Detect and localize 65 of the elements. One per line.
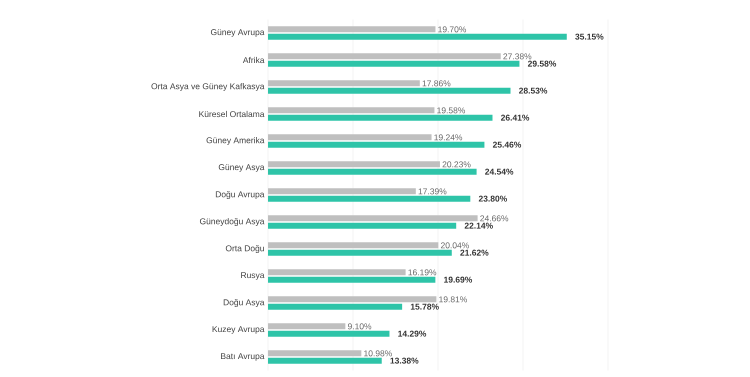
data-label: 19.69% (444, 276, 472, 282)
y-tick-label: Afrika (242, 56, 264, 63)
data-label: 19.81% (439, 296, 468, 302)
data-label: 19.24% (434, 134, 462, 140)
data-label: 29.58% (528, 60, 556, 66)
bar (268, 196, 470, 202)
bar (268, 269, 406, 276)
bar (268, 350, 362, 356)
data-label: 16.19% (408, 269, 436, 276)
data-label: 24.66% (480, 215, 508, 222)
bar (268, 330, 390, 337)
data-label: 17.86% (422, 80, 450, 86)
y-tick-label: Güney Avrupa (210, 29, 264, 37)
bar (268, 304, 402, 310)
y-tick-label: Kuzey Avrupa (212, 326, 264, 334)
y-tick-label: Orta Asya ve Güney Kafkasya (151, 82, 264, 91)
data-label: 20.04% (440, 242, 469, 248)
data-label: 26.41% (500, 114, 530, 120)
y-tick-label: Rusya (241, 272, 264, 280)
bar (268, 296, 436, 302)
bar (268, 323, 346, 330)
bar (268, 276, 436, 283)
data-label: 22.14% (464, 222, 493, 228)
data-label: 27.38% (503, 53, 532, 60)
y-tick-label: Güneydoğu Asya (200, 218, 264, 226)
y-tick-label: Orta Doğu (226, 244, 264, 253)
bar (268, 107, 434, 114)
bar (268, 188, 416, 194)
bar (268, 358, 382, 364)
bar (268, 161, 440, 168)
bar (268, 242, 438, 248)
y-tick-label: Güney Asya (218, 164, 264, 172)
data-label: 14.29% (398, 330, 426, 336)
bar (268, 142, 484, 148)
y-tick-label: Doğu Asya (224, 298, 264, 307)
data-label: 19.58% (437, 107, 466, 114)
bar (268, 222, 456, 229)
data-label: 23.80% (478, 195, 508, 202)
bar (268, 250, 452, 256)
bar (268, 80, 420, 86)
bar (268, 168, 477, 175)
data-label: 20.23% (442, 161, 471, 168)
bar (268, 215, 478, 222)
data-label: 13.38% (390, 357, 418, 364)
bar (268, 88, 511, 94)
y-tick-label: Küresel Ortalama (199, 110, 264, 117)
bar (268, 114, 492, 121)
bar (268, 26, 436, 32)
data-label: 25.46% (492, 141, 522, 148)
data-label: 28.53% (519, 87, 548, 94)
y-tick-label: Batı Avrupa (221, 353, 264, 361)
data-label: 24.54% (485, 168, 514, 174)
y-tick-label: Doğu Avrupa (216, 190, 264, 199)
data-label: 19.70% (438, 26, 466, 32)
data-label: 21.62% (460, 249, 488, 256)
y-tick-label: Güney Amerika (206, 136, 264, 145)
data-label: 10.98% (364, 350, 392, 356)
bar (268, 60, 520, 67)
data-label: 9.10% (348, 323, 372, 330)
data-label: 15.78% (410, 303, 439, 310)
bar (268, 134, 432, 140)
data-label: 35.15% (575, 33, 604, 40)
bar (268, 34, 567, 40)
data-label: 17.39% (418, 188, 446, 194)
bar (268, 53, 501, 60)
